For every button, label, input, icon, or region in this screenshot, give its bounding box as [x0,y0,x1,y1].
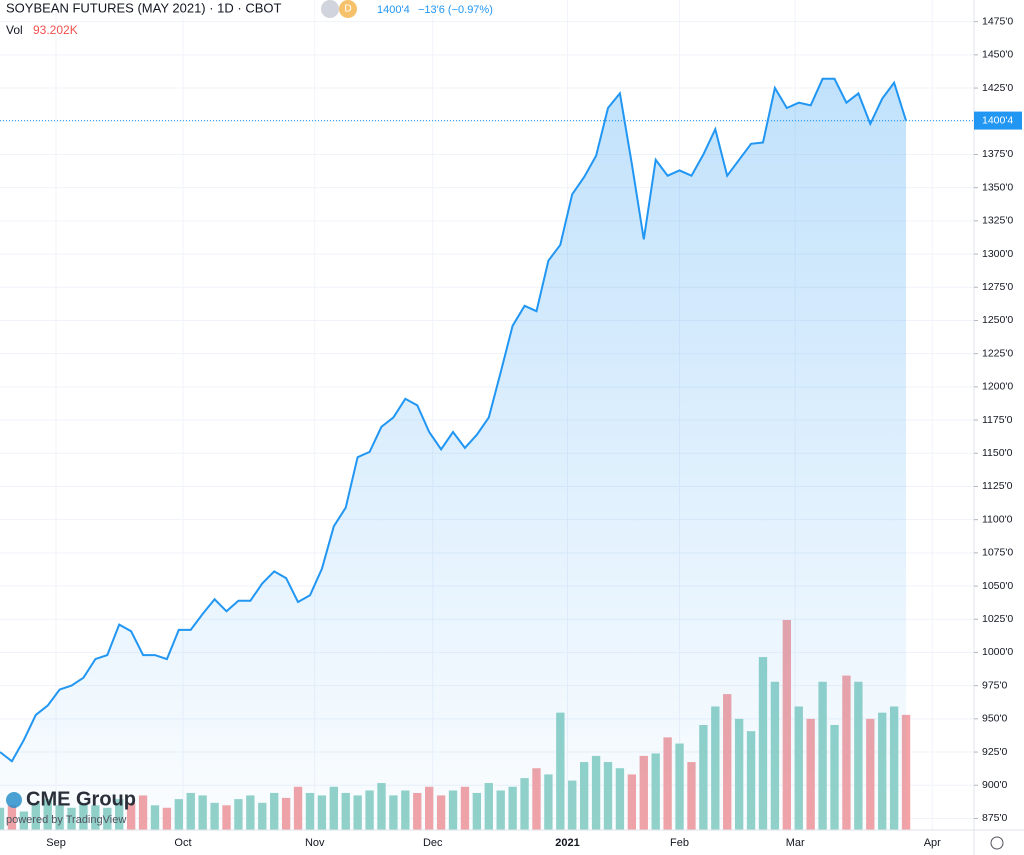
badge-bg [321,0,339,18]
y-tick-label: 1150'0 [982,447,1013,459]
y-tick-label: 1250'0 [982,314,1013,326]
volume-value: 93.202K [33,23,78,37]
y-tick-label: 1025'0 [982,613,1013,625]
y-tick-label: 1125'0 [982,480,1013,492]
powered-by: powered by TradingView [6,814,126,826]
y-tick-label: 875'0 [982,812,1008,824]
x-tick-label: 2021 [555,837,579,849]
last-price-label: 1400'4 [982,114,1013,126]
badge: D [344,4,351,15]
y-tick-label: 1000'0 [982,646,1013,658]
y-tick-label: 1425'0 [982,82,1013,94]
y-tick-label: 1475'0 [982,15,1013,27]
y-tick-label: 1300'0 [982,248,1013,260]
y-tick-label: 1225'0 [982,347,1013,359]
y-tick-label: 1450'0 [982,49,1013,61]
x-tick-label: Mar [786,837,805,849]
y-tick-label: 950'0 [982,713,1008,725]
y-tick-label: 1375'0 [982,148,1013,160]
x-tick-label: Nov [305,837,325,849]
y-tick-label: 1325'0 [982,215,1013,227]
y-tick-label: 1275'0 [982,281,1013,293]
change: −13'6 (−0.97%) [418,4,493,16]
x-tick-label: Oct [174,837,191,849]
y-tick-label: 1175'0 [982,414,1013,426]
y-tick-label: 925'0 [982,746,1008,758]
settings-icon[interactable] [990,836,1004,850]
y-tick-label: 1075'0 [982,547,1013,559]
y-tick-label: 1100'0 [982,513,1013,525]
logo: CME Group [26,788,136,810]
x-tick-label: Feb [670,837,689,849]
logo-icon [6,792,22,808]
x-tick-label: Dec [423,837,443,849]
badge-bg [339,0,357,18]
volume-bar [901,714,911,830]
x-tick-label: Sep [46,837,66,849]
y-tick-label: 900'0 [982,779,1008,791]
last-price: 1400'4 [377,4,410,16]
line [0,77,907,763]
x-tick-label: Apr [924,837,941,849]
y-tick-label: 1050'0 [982,580,1013,592]
area [0,78,907,831]
last-price-box [974,111,1022,130]
volume-name: Vol [6,23,23,37]
chart-title: SOYBEAN FUTURES (MAY 2021) · 1D · CBOT [6,0,282,15]
y-tick-label: 1200'0 [982,381,1013,393]
y-tick-label: 975'0 [982,679,1008,691]
y-tick-label: 1350'0 [982,181,1013,193]
